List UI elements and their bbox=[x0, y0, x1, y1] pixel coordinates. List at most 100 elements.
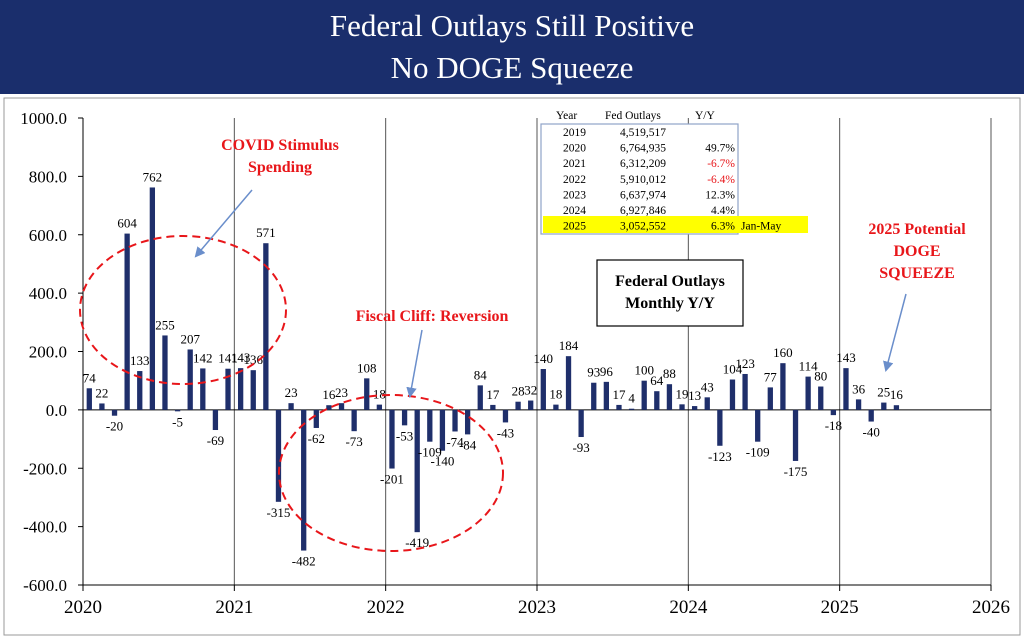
bar bbox=[250, 370, 256, 410]
data-label: 114 bbox=[799, 359, 819, 374]
data-label: -109 bbox=[418, 445, 442, 460]
bar bbox=[237, 368, 244, 410]
bar bbox=[767, 387, 773, 410]
bar bbox=[162, 335, 168, 410]
bar bbox=[124, 233, 130, 410]
bar bbox=[515, 401, 521, 410]
y-tick-label: -400.0 bbox=[23, 518, 67, 537]
data-label: -315 bbox=[267, 505, 291, 520]
bar bbox=[99, 403, 105, 410]
data-label: 136 bbox=[244, 352, 264, 367]
covid-annotation-line-1: COVID Stimulus bbox=[221, 137, 339, 154]
data-label: -73 bbox=[345, 434, 362, 449]
table-highlight-row bbox=[543, 216, 808, 233]
data-label: 604 bbox=[117, 216, 137, 231]
data-label: 143 bbox=[231, 350, 251, 365]
data-label: -419 bbox=[405, 535, 429, 550]
data-label: 207 bbox=[180, 331, 200, 346]
x-tick-label: 2026 bbox=[972, 597, 1010, 618]
data-label: 18 bbox=[549, 387, 562, 402]
data-label: -74 bbox=[446, 434, 464, 449]
table-cell-year: 2021 bbox=[563, 158, 586, 170]
table-cell-note: Jan-May bbox=[741, 221, 781, 233]
table-cell-yy: 49.7% bbox=[705, 143, 735, 155]
table-header-year: Year bbox=[556, 110, 577, 122]
y-tick-label: 600.0 bbox=[29, 226, 67, 245]
y-tick-label: 200.0 bbox=[29, 343, 67, 362]
y-tick-label: 400.0 bbox=[29, 284, 67, 303]
data-label: -43 bbox=[497, 425, 514, 440]
table-cell-outlays: 5,910,012 bbox=[620, 174, 666, 186]
bar bbox=[86, 388, 92, 410]
bar bbox=[490, 404, 496, 410]
data-label: 32 bbox=[524, 383, 537, 398]
data-label: 13 bbox=[688, 388, 701, 403]
data-label: 762 bbox=[143, 169, 163, 184]
x-tick-label: 2022 bbox=[367, 597, 405, 618]
y-tick-label: 0.0 bbox=[46, 401, 67, 420]
table-cell-yy: 6.3% bbox=[711, 221, 735, 233]
data-label: -123 bbox=[708, 449, 732, 464]
data-label: 17 bbox=[612, 387, 626, 402]
bar bbox=[868, 409, 874, 422]
data-label: 22 bbox=[95, 385, 108, 400]
title-line-1: Federal Outlays Still Positive bbox=[329, 8, 695, 43]
data-label: 74 bbox=[83, 370, 97, 385]
bar bbox=[679, 404, 685, 410]
bar bbox=[565, 356, 572, 410]
bar bbox=[666, 384, 673, 410]
data-label: 96 bbox=[600, 364, 614, 379]
bar bbox=[313, 409, 319, 428]
title-line-2: No DOGE Squeeze bbox=[390, 50, 634, 85]
table-cell-outlays: 6,637,974 bbox=[620, 189, 666, 201]
data-label: 36 bbox=[852, 381, 866, 396]
data-label: 28 bbox=[512, 384, 525, 399]
data-label: 104 bbox=[723, 362, 743, 377]
bar bbox=[452, 409, 458, 432]
bar bbox=[830, 409, 837, 416]
bar bbox=[187, 349, 193, 410]
x-tick-label: 2024 bbox=[669, 597, 708, 618]
bar bbox=[376, 404, 383, 410]
bar bbox=[263, 243, 269, 410]
bar bbox=[464, 409, 471, 435]
bar bbox=[338, 403, 345, 410]
bar bbox=[717, 409, 723, 446]
data-label: -20 bbox=[106, 419, 123, 434]
bar bbox=[528, 400, 534, 410]
outlays-table: Year Fed Outlays Y/Y 2019 4,519,517 2020 6,… bbox=[540, 110, 808, 235]
table-header-outlays: Fed Outlays bbox=[605, 110, 661, 122]
table-cell-yy: -6.4% bbox=[707, 174, 735, 186]
data-label: -109 bbox=[746, 445, 770, 460]
data-label: -69 bbox=[207, 433, 224, 448]
data-label: -140 bbox=[430, 454, 454, 469]
y-tick-label: 1000.0 bbox=[20, 109, 67, 128]
data-label: -84 bbox=[459, 437, 477, 452]
x-axis: 2020 2021 2022 2023 2024 2025 2026 bbox=[64, 584, 1010, 618]
bar bbox=[414, 409, 420, 533]
data-label: 93 bbox=[587, 365, 600, 380]
bar bbox=[553, 404, 559, 410]
data-label: 100 bbox=[634, 363, 654, 378]
data-label: 143 bbox=[836, 350, 856, 365]
table-cell-year: 2025 bbox=[563, 221, 586, 233]
x-tick-label: 2020 bbox=[64, 597, 102, 618]
data-label: 19 bbox=[676, 386, 689, 401]
bar bbox=[351, 409, 357, 432]
bar bbox=[200, 368, 206, 410]
bar bbox=[855, 399, 862, 410]
data-label: 77 bbox=[764, 369, 778, 384]
bar bbox=[149, 187, 156, 410]
bar bbox=[893, 405, 900, 410]
table-cell-outlays: 3,052,552 bbox=[620, 221, 666, 233]
data-label: 18 bbox=[373, 387, 386, 402]
bar bbox=[628, 408, 635, 410]
data-label: 16 bbox=[890, 387, 904, 402]
table-cell-yy: 12.3% bbox=[705, 189, 735, 201]
table-cell-yy: -6.7% bbox=[707, 158, 735, 170]
doge-annotation-line-1: 2025 Potential bbox=[868, 221, 966, 238]
bar bbox=[477, 385, 483, 410]
table-cell-outlays: 6,764,935 bbox=[620, 143, 666, 155]
table-cell-year: 2020 bbox=[563, 143, 586, 155]
y-tick-label: -600.0 bbox=[23, 576, 67, 595]
